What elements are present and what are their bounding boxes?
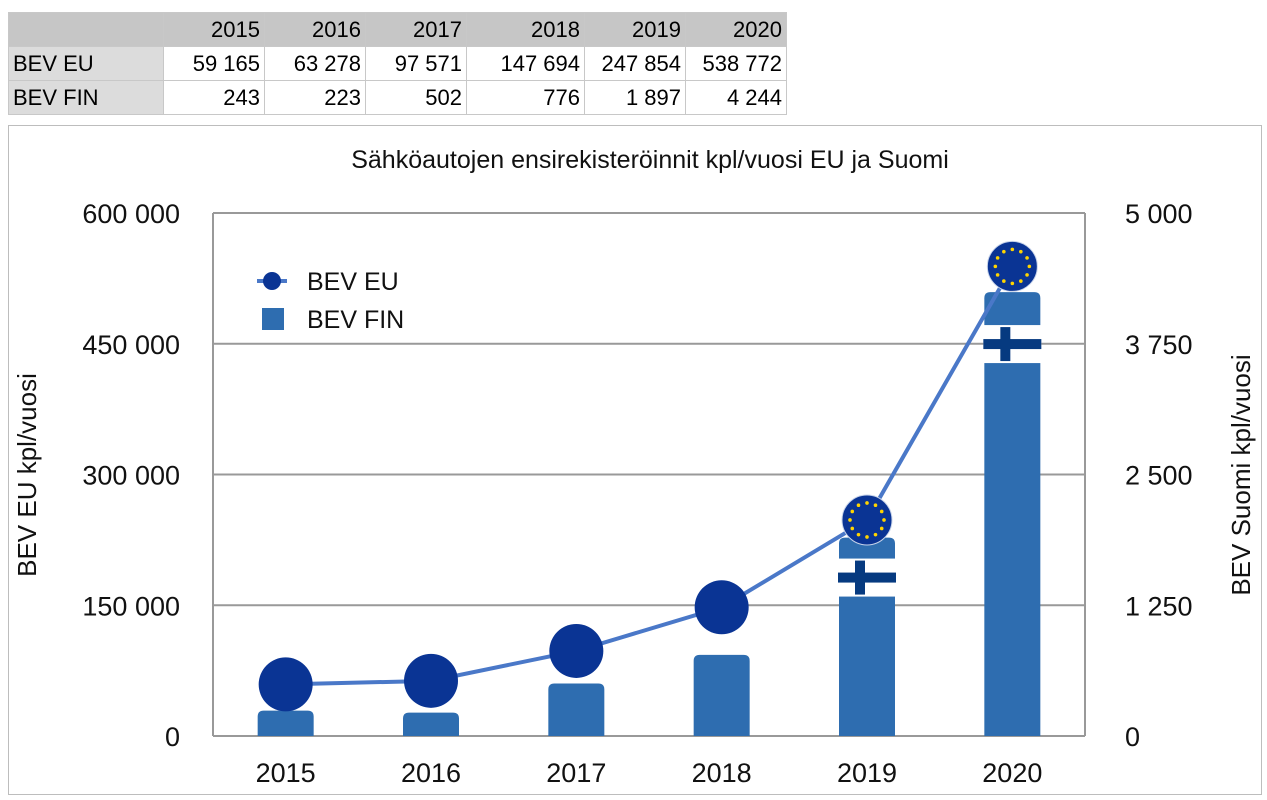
eu-flag-star — [1027, 264, 1032, 269]
eu-flag-star — [995, 273, 1000, 277]
finland-flag-cross — [1000, 327, 1011, 362]
eu-flag-star — [850, 526, 855, 531]
table-cell: 538 772 — [685, 46, 787, 81]
eu-flag-star — [856, 503, 861, 508]
eu-flag-star — [879, 509, 884, 514]
table-cell: 502 — [365, 80, 467, 115]
eu-flag-star — [848, 518, 852, 522]
table-header-cell: 2019 — [584, 12, 686, 47]
legend-marker-icon — [263, 272, 281, 290]
y-tick-label: 300 000 — [82, 461, 180, 491]
eu-flag-star — [1019, 249, 1023, 254]
eu-flag-star — [993, 264, 998, 269]
table-row: BEV FIN 243 223 502 776 1 897 4 244 — [8, 80, 787, 115]
y2-tick-label: 2 500 — [1125, 461, 1193, 491]
data-table: 2015 2016 2017 2018 2019 2020 BEV EU 59 … — [8, 12, 787, 115]
row-label: BEV FIN — [8, 80, 164, 115]
x-tick-label: 2020 — [982, 758, 1042, 788]
bar-bev-fin — [403, 712, 459, 736]
row-label: BEV EU — [8, 46, 164, 81]
marker-bev-eu — [549, 623, 604, 678]
table-header-row: 2015 2016 2017 2018 2019 2020 — [8, 12, 787, 47]
table-cell: 223 — [264, 80, 366, 115]
y2-tick-label: 5 000 — [1125, 199, 1193, 229]
y2-axis-label: BEV Suomi kpl/vuosi — [1226, 354, 1256, 595]
table-cell: 4 244 — [685, 80, 787, 115]
table-header-cell: 2020 — [685, 12, 787, 47]
eu-flag-star — [882, 518, 886, 522]
x-tick-label: 2015 — [256, 758, 316, 788]
y-tick-label: 150 000 — [82, 591, 180, 621]
eu-flag-star — [850, 509, 855, 514]
finland-flag-cross — [855, 560, 865, 595]
bar-bev-fin — [693, 654, 750, 736]
x-tick-label: 2019 — [837, 758, 897, 788]
finland-flag-cross — [838, 572, 896, 583]
marker-bev-eu — [404, 653, 458, 708]
y2-tick-label: 0 — [1125, 722, 1140, 752]
legend-label: BEV FIN — [307, 306, 404, 334]
x-tick-label: 2018 — [692, 758, 752, 788]
eu-flag-star — [856, 532, 861, 537]
x-tick-label: 2017 — [546, 758, 606, 788]
eu-flag-star — [1025, 273, 1029, 277]
eu-flag-star — [865, 535, 869, 539]
table-header-cell: 2018 — [466, 12, 585, 47]
table-cell: 1 897 — [584, 80, 686, 115]
marker-bev-eu — [694, 580, 749, 635]
eu-flag-icon — [841, 494, 893, 546]
eu-flag-star — [995, 256, 1000, 260]
finland-flag-cross — [983, 339, 1042, 350]
legend-label: BEV EU — [307, 268, 399, 296]
eu-flag-star — [873, 503, 878, 508]
eu-flag-star — [879, 526, 884, 531]
table-cell: 59 165 — [163, 46, 265, 81]
table-cell: 776 — [466, 80, 585, 115]
y-axis-label: BEV EU kpl/vuosi — [12, 373, 42, 577]
eu-flag-star — [1010, 247, 1015, 252]
bar-bev-fin — [257, 710, 314, 736]
chart-frame — [8, 125, 1262, 795]
marker-bev-eu — [258, 657, 313, 712]
bar-bev-fin — [548, 683, 605, 736]
table-header-cell: 2016 — [264, 12, 366, 47]
bar-bev-fin — [984, 292, 1041, 736]
table-cell: 147 694 — [466, 46, 585, 81]
table-cell: 243 — [163, 80, 265, 115]
eu-flag-star — [1002, 279, 1006, 283]
eu-flag-star — [873, 532, 878, 537]
eu-flag-star — [1002, 249, 1006, 254]
eu-flag-icon — [986, 240, 1038, 292]
y-tick-label: 450 000 — [82, 330, 180, 360]
eu-flag-star — [1025, 256, 1029, 260]
table-header-cell — [8, 12, 164, 47]
chart-title: Sähköautojen ensirekisteröinnit kpl/vuos… — [351, 146, 949, 174]
y2-tick-label: 1 250 — [1125, 591, 1193, 621]
legend-bar-icon — [262, 308, 284, 330]
eu-flag-star — [1010, 281, 1015, 286]
eu-flag-star — [865, 501, 869, 505]
table-row: BEV EU 59 165 63 278 97 571 147 694 247 … — [8, 46, 787, 81]
table-cell: 247 854 — [584, 46, 686, 81]
y2-tick-label: 3 750 — [1125, 330, 1193, 360]
y-tick-label: 0 — [165, 722, 180, 752]
table-header-cell: 2017 — [365, 12, 467, 47]
eu-flag-star — [1019, 279, 1023, 283]
y-tick-label: 600 000 — [82, 199, 180, 229]
x-tick-label: 2016 — [401, 758, 461, 788]
